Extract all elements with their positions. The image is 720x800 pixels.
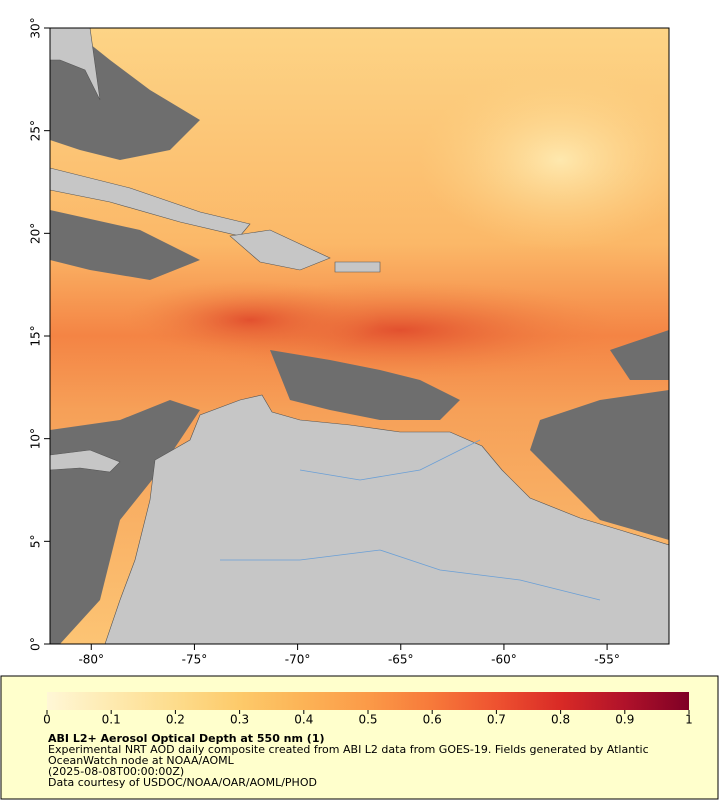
y-tick-label: 0° [29,637,43,651]
caption-line: Data courtesy of USDOC/NOAA/OAR/AOML/PHO… [48,776,317,789]
y-tick-label: 25° [29,120,43,141]
colorbar-tick-label: 0.7 [487,713,506,727]
colorbar-tick-label: 0.1 [102,713,121,727]
x-tick-label: -70° [285,653,311,667]
colorbar-tick-label: 0.9 [615,713,634,727]
x-tick-label: -75° [182,653,208,667]
colorbar-tick-label: 1 [685,713,693,727]
caption-line: (2025-08-08T00:00:00Z) [48,765,184,778]
aod-plume [120,280,380,360]
caption-line: Experimental NRT AOD daily composite cre… [48,743,649,756]
y-tick-label: 30° [29,17,43,38]
caption-title: ABI L2+ Aerosol Optical Depth at 550 nm … [48,732,325,745]
x-tick-label: -55° [594,653,620,667]
aod-low [420,70,669,250]
x-tick-label: -65° [388,653,414,667]
y-tick-label: 10° [29,428,43,449]
y-tick-label: 20° [29,223,43,244]
caption-line: OceanWatch node at NOAA/AOML [48,754,235,767]
rivers [220,439,601,601]
colorbar-tick-label: 0.8 [551,713,570,727]
colorbar-tick-label: 0.6 [423,713,442,727]
y-tick-label: 5° [29,535,43,549]
colorbar-tick-label: 0.4 [294,713,313,727]
colorbar-tick-label: 0.5 [358,713,377,727]
x-tick-label: -80° [78,653,104,667]
colorbar-tick-label: 0.2 [166,713,185,727]
x-tick-label: -60° [491,653,517,667]
y-tick-label: 15° [29,325,43,346]
colorbar-tick-label: 0.3 [230,713,249,727]
colorbar-tick-label: 0 [43,713,51,727]
colorbar [47,692,689,710]
map-field [50,28,669,644]
